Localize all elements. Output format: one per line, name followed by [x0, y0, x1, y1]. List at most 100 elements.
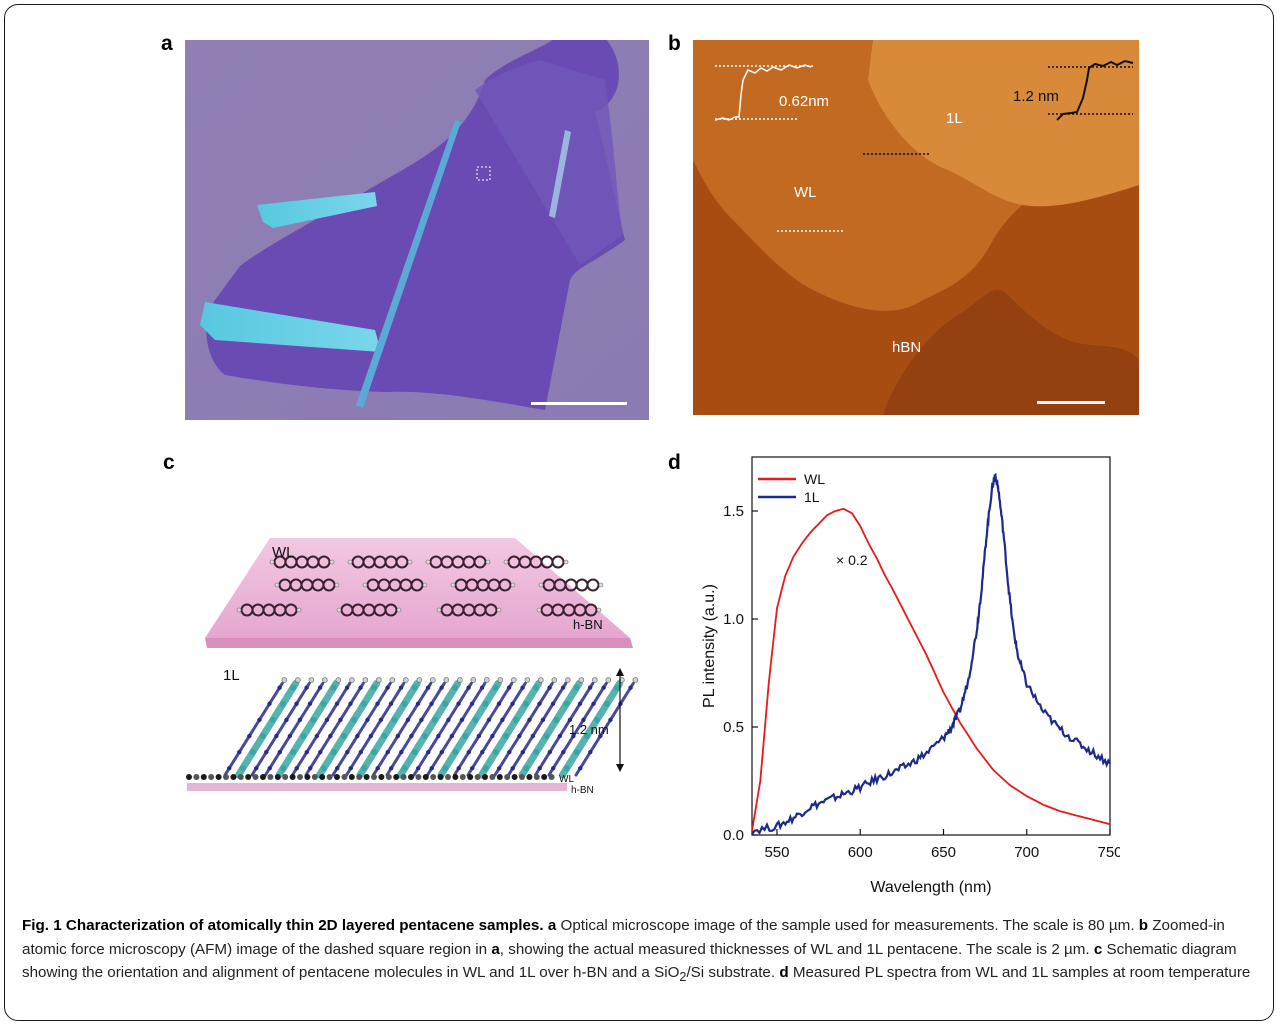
wl-base-atom [245, 774, 252, 780]
region-label-wl: WL [794, 184, 817, 201]
pentacene-schematic: WL h-BN 1L 1.2 nm WL h-BN [186, 538, 639, 796]
scale-annotation: × 0.2 [836, 552, 868, 568]
y-axis-label: PL intensity (a.u.) [701, 584, 718, 708]
pentacene-molecule [275, 677, 342, 779]
series-line-wl [751, 507, 1111, 831]
figure-caption: Fig. 1 Characterization of atomically th… [22, 914, 1266, 990]
wl-molecule-ring [586, 578, 600, 592]
x-tick-label: 550 [764, 844, 789, 861]
wl-base-atom [496, 774, 503, 780]
x-tick-label: 600 [848, 844, 873, 861]
hbn-substrate-top [205, 538, 630, 638]
region-label-hbn: hBN [892, 339, 921, 356]
caption-text-b2: , showing the actual measured thicknesse… [499, 940, 1094, 958]
afm-image: 0.62nm 1.2 nm 1L WL hBN [693, 40, 1139, 415]
wl-base-atom [289, 774, 296, 780]
wl-molecule-ring [551, 555, 565, 569]
wl-base-atom [533, 774, 540, 780]
pentacene-molecule [437, 677, 504, 779]
x-tick-label: 650 [931, 844, 956, 861]
wl-base-atom [548, 774, 555, 780]
dashed-region-marker [476, 166, 491, 181]
pentacene-molecule [235, 677, 301, 779]
wl-base-atom [482, 774, 488, 780]
pentacene-molecule [478, 677, 544, 779]
schematic-label-hbn: h-BN [573, 617, 603, 632]
scale-bar [531, 402, 627, 405]
wl-base-atom [504, 774, 511, 780]
y-tick-label: 0.5 [723, 719, 744, 736]
schematic-label-wl-small: WL [559, 774, 574, 785]
wl-base-atom [511, 774, 518, 780]
crystal-strip [200, 302, 381, 352]
wl-base-atom [378, 774, 385, 780]
figure-frame [4, 4, 1274, 1021]
wl-molecule-ring [410, 578, 424, 592]
wl-base-atom [193, 774, 200, 780]
height-profile-1l [1056, 59, 1134, 121]
pentacene-molecule [316, 677, 382, 779]
wl-base-atom [311, 774, 318, 780]
pentacene-molecule [493, 677, 558, 777]
wl-base-atom [215, 774, 222, 780]
x-axis-label: Wavelength (nm) [870, 879, 991, 896]
hbn-region [883, 289, 1139, 415]
wl-molecule-ring [317, 555, 331, 569]
pentacene-molecule [304, 677, 369, 777]
wl-base-atom [297, 774, 303, 780]
caption-text-c: Schematic diagram showing the orientatio… [22, 940, 1237, 982]
wl-molecule-ring [384, 603, 398, 617]
pentacene-molecule [397, 677, 463, 779]
panel-label-b: b [668, 32, 681, 55]
panel-label-c: c [163, 451, 175, 474]
wl-molecule-ring [584, 603, 598, 617]
pentacene-molecule [534, 677, 598, 777]
wl-base-atom [385, 774, 392, 780]
optical-microscope-image [185, 40, 649, 420]
caption-text-b: Zoomed-in atomic force microscopy (AFM) … [22, 917, 1225, 958]
wl-base-atom [371, 774, 377, 780]
wl-base-atom [526, 774, 533, 780]
caption-text-d: Measured PL spectra from WL and 1L sampl… [788, 964, 1251, 981]
region-label-1l: 1L [946, 110, 963, 127]
caption-ref-a: a [491, 940, 500, 958]
wl-base-atom [430, 774, 437, 780]
panel-label-a: a [161, 32, 173, 55]
pentacene-molecule [372, 677, 436, 777]
wl-base-atom [519, 774, 525, 780]
y-tick-label: 1.5 [723, 503, 744, 520]
caption-text-c2: /Si substrate. [686, 964, 780, 981]
pentacene-molecule [547, 677, 612, 777]
caption-title: Fig. 1 Characterization of atomically th… [22, 917, 544, 934]
caption-letter-c: c [1093, 940, 1103, 958]
x-tick-label: 750 [1097, 844, 1120, 861]
wl-base-atom [237, 774, 244, 780]
wl-base-atom [274, 774, 281, 780]
wl-base-atom [541, 774, 548, 780]
wl-base-atom [326, 774, 333, 780]
pentacene-molecule [426, 677, 490, 777]
wl-molecules [236, 555, 604, 617]
wl-base-atom [334, 774, 340, 780]
pentacene-molecule [507, 677, 571, 777]
wl-base-atom [459, 774, 466, 780]
wl-base-atom [348, 774, 355, 780]
scale-bar [1037, 401, 1105, 404]
caption-text-a: Optical microscope image of the sample u… [556, 917, 1139, 934]
1l-region [868, 40, 1139, 207]
caption-sub: 2 [679, 970, 687, 985]
wl-molecule-ring [473, 555, 487, 569]
caption-letter-b: b [1138, 917, 1149, 934]
pentacene-molecule [412, 677, 477, 777]
pentacene-molecule [250, 677, 315, 777]
wl-base-atom [267, 774, 274, 780]
wl-base-atom [341, 774, 348, 780]
wl-molecule-ring [322, 578, 336, 592]
1l-molecules [223, 677, 639, 779]
pentacene-molecule [291, 677, 355, 777]
caption-letter-d: d [779, 964, 789, 981]
height-label-left: 0.62nm [779, 93, 829, 110]
pentacene-molecule [518, 677, 585, 779]
legend-label: 1L [804, 489, 820, 505]
